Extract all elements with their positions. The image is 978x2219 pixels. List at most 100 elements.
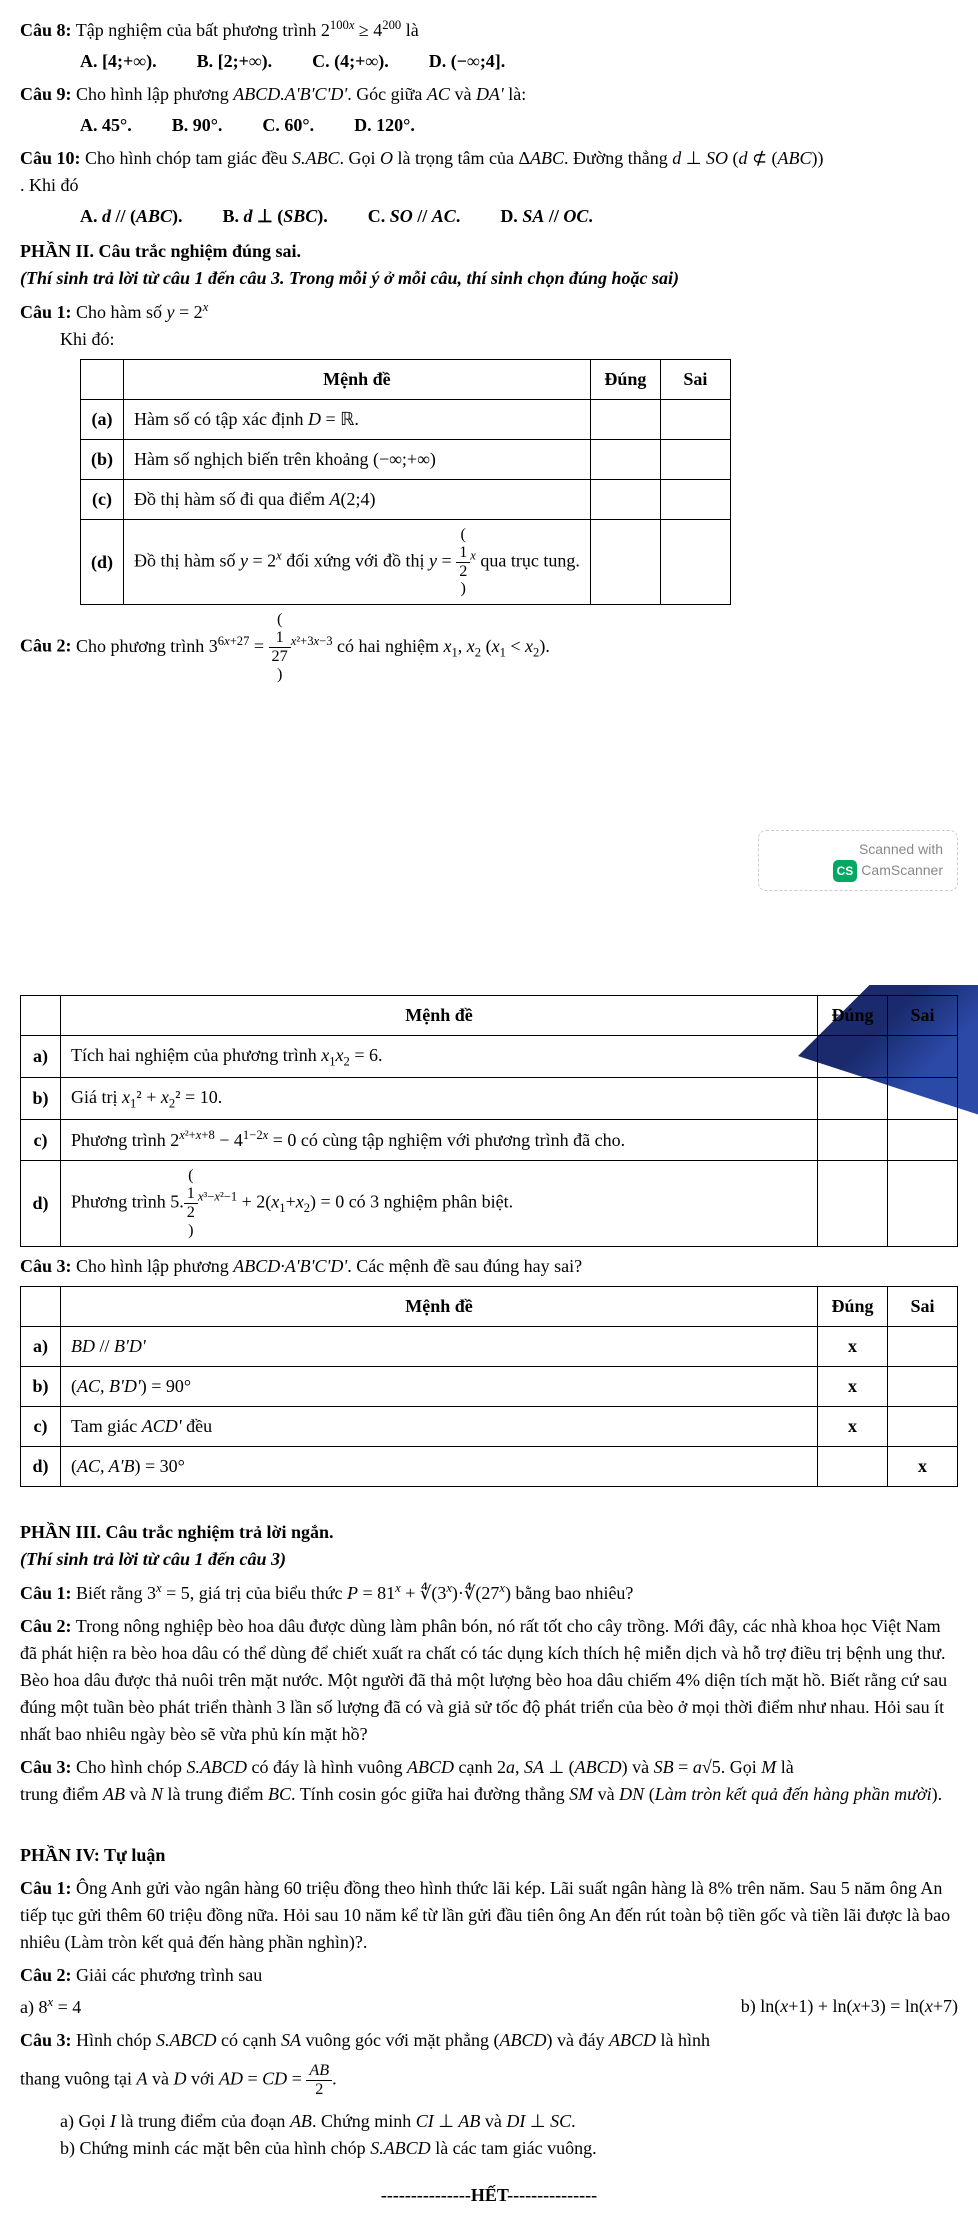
q8-opt-b: B. [2;+∞). <box>197 48 273 75</box>
q9-label: Câu 9: <box>20 84 72 104</box>
q8-options: A. [4;+∞). B. [2;+∞). C. (4;+∞). D. (−∞;… <box>80 48 958 75</box>
row-b-text: Hàm số nghịch biến trên khoảng (−∞;+∞) <box>124 440 591 480</box>
p2q1-khido: Khi đó: <box>60 326 958 353</box>
scanned-with: Scanned with <box>773 839 943 860</box>
q10-khido: . Khi đó <box>20 172 958 199</box>
row-a-letter: a) <box>21 1326 61 1366</box>
cell-sai <box>888 1035 958 1077</box>
q9-opt-d: D. 120°. <box>354 112 415 139</box>
cell-dung: x <box>818 1366 888 1406</box>
p4q3-text-1: Hình chóp S.ABCD có cạnh SA vuông góc vớ… <box>76 2030 710 2050</box>
row-b-letter: b) <box>21 1366 61 1406</box>
phan2-instruction: (Thí sinh trả lời từ câu 1 đến câu 3. Tr… <box>20 265 958 292</box>
question-10: Câu 10: Cho hình chóp tam giác đều S.ABC… <box>20 145 958 230</box>
p4q3-label: Câu 3: <box>20 2030 72 2050</box>
table-row: b) Giá trị x1² + x2² = 10. <box>21 1077 958 1119</box>
p4q2-a: a) 8x = 4 <box>20 1993 81 2021</box>
row-d-letter: d) <box>21 1446 61 1486</box>
cell-dung <box>818 1120 888 1161</box>
cell-sai: x <box>888 1446 958 1486</box>
row-c-text: Đồ thị hàm số đi qua điểm A(2;4) <box>124 480 591 520</box>
table-row: c) Phương trình 2x²+x+8 − 41−2x = 0 có c… <box>21 1120 958 1161</box>
cell-dung: x <box>818 1326 888 1366</box>
p3-question-3: Câu 3: Cho hình chóp S.ABCD có đáy là hì… <box>20 1754 958 1808</box>
th-dung-2: Đúng <box>818 995 888 1035</box>
q10-text: Cho hình chóp tam giác đều S.ABC. Gọi O … <box>85 148 824 168</box>
col-blank <box>81 360 124 400</box>
p4q3-b: b) Chứng minh các mặt bên của hình chóp … <box>60 2135 958 2162</box>
p2q1-label: Câu 1: <box>20 302 72 322</box>
row-b-dung <box>590 440 660 480</box>
th-menhde-3: Mệnh đề <box>61 1286 818 1326</box>
table-row: (c) Đồ thị hàm số đi qua điểm A(2;4) <box>81 480 731 520</box>
p2q3-label: Câu 3: <box>20 1256 72 1276</box>
p4q2-label: Câu 2: <box>20 1965 72 1985</box>
p4-question-1: Câu 1: Ông Anh gửi vào ngân hàng 60 triệ… <box>20 1875 958 1956</box>
p3q3-label: Câu 3: <box>20 1757 72 1777</box>
p2-question-2: Câu 2: Cho phương trình 36x+27 = (127)x²… <box>20 611 958 683</box>
row-d-text: Phương trình 5.(12)x³−x²−1 + 2(x1+x2) = … <box>61 1161 818 1246</box>
cell-sai <box>888 1161 958 1246</box>
th-menhde-2: Mệnh đề <box>61 995 818 1035</box>
q8-opt-a: A. [4;+∞). <box>80 48 157 75</box>
camscanner-badge: Scanned with CSCamScanner <box>758 830 958 891</box>
row-a-text: Hàm số có tập xác định D = ℝ. <box>124 400 591 440</box>
cell-sai <box>888 1326 958 1366</box>
row-b-text: Giá trị x1² + x2² = 10. <box>61 1077 818 1119</box>
q10-opt-d: D. SA // OC. <box>500 203 593 230</box>
phan4-title: PHẦN IV: Tự luận <box>20 1842 958 1869</box>
cell-dung: x <box>818 1406 888 1446</box>
table-row: b) (AC, B'D') = 90° x <box>21 1366 958 1406</box>
cell-sai <box>888 1406 958 1446</box>
cell-dung <box>818 1035 888 1077</box>
question-9: Câu 9: Cho hình lập phương ABCD.A'B'C'D'… <box>20 81 958 139</box>
table-row: (d) Đồ thị hàm số y = 2x đối xứng với đồ… <box>81 520 731 605</box>
q9-opt-b: B. 90°. <box>172 112 223 139</box>
cell-sai <box>888 1120 958 1161</box>
row-a-dung <box>590 400 660 440</box>
phan2-title: PHẦN II. Câu trắc nghiệm đúng sai. <box>20 238 958 265</box>
p3q2-text: Trong nông nghiệp bèo hoa dâu được dùng … <box>20 1616 947 1744</box>
row-c-sai <box>660 480 730 520</box>
row-c-letter: (c) <box>81 480 124 520</box>
row-d-sai <box>660 520 730 605</box>
th-menhde: Mệnh đề <box>124 360 591 400</box>
p4q1-text: Ông Anh gửi vào ngân hàng 60 triệu đồng … <box>20 1878 950 1952</box>
p2q1-text: Cho hàm số y = 2x <box>76 302 208 322</box>
row-a-text: BD // B'D' <box>61 1326 818 1366</box>
p3q2-label: Câu 2: <box>20 1616 72 1636</box>
th-dung-3: Đúng <box>818 1286 888 1326</box>
row-a-letter: a) <box>21 1035 61 1077</box>
row-d-letter: d) <box>21 1161 61 1246</box>
cell-dung <box>818 1161 888 1246</box>
het-marker: ---------------HẾT--------------- <box>20 2182 958 2209</box>
table-row: d) (AC, A'B) = 30° x <box>21 1446 958 1486</box>
row-b-sai <box>660 440 730 480</box>
cell-sai <box>888 1366 958 1406</box>
col-blank <box>21 1286 61 1326</box>
row-b-letter: (b) <box>81 440 124 480</box>
p2q3-text: Cho hình lập phương ABCD·A'B'C'D'. Các m… <box>76 1256 582 1276</box>
p3-question-1: Câu 1: Biết rằng 3x = 5, giá trị của biể… <box>20 1579 958 1607</box>
p2-question-3: Câu 3: Cho hình lập phương ABCD·A'B'C'D'… <box>20 1253 958 1280</box>
q9-opt-a: A. 45°. <box>80 112 132 139</box>
row-c-letter: c) <box>21 1120 61 1161</box>
p2q2-table: Mệnh đề Đúng Sai a) Tích hai nghiệm của … <box>20 995 958 1247</box>
phan3-instruction: (Thí sinh trả lời từ câu 1 đến câu 3) <box>20 1546 958 1573</box>
p3q1-label: Câu 1: <box>20 1583 72 1603</box>
phan3-title: PHẦN III. Câu trắc nghiệm trả lời ngắn. <box>20 1519 958 1546</box>
th-sai: Sai <box>660 360 730 400</box>
th-sai-3: Sai <box>888 1286 958 1326</box>
q8-label: Câu 8: <box>20 20 72 40</box>
row-d-text: (AC, A'B) = 30° <box>61 1446 818 1486</box>
table-row: (b) Hàm số nghịch biến trên khoảng (−∞;+… <box>81 440 731 480</box>
q10-opt-a: A. d // (ABC). <box>80 203 183 230</box>
question-8: Câu 8: Tập nghiệm của bất phương trình 2… <box>20 16 958 75</box>
row-a-letter: (a) <box>81 400 124 440</box>
p2q1-table: Mệnh đề Đúng Sai (a) Hàm số có tập xác đ… <box>80 359 731 605</box>
p4q2-text: Giải các phương trình sau <box>76 1965 262 1985</box>
th-sai-2: Sai <box>888 995 958 1035</box>
page-2: Mệnh đề Đúng Sai a) Tích hai nghiệm của … <box>20 995 958 2210</box>
cs-label: CamScanner <box>861 862 943 878</box>
cell-dung <box>818 1446 888 1486</box>
